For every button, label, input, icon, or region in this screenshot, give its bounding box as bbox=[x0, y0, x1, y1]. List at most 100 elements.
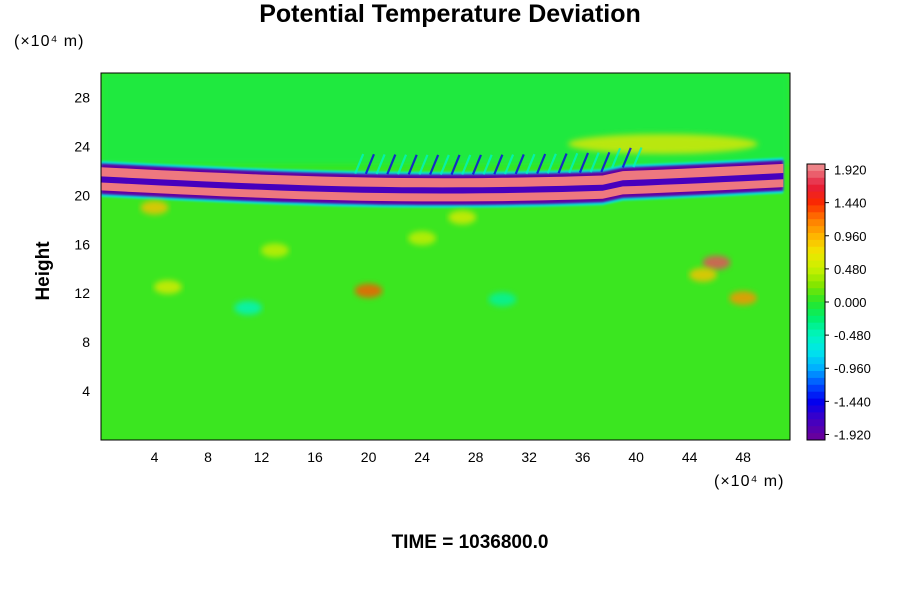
anomaly-patch bbox=[689, 267, 718, 282]
colorbar-step bbox=[807, 336, 825, 344]
colorbar-step bbox=[807, 419, 825, 427]
y-tick-label: 12 bbox=[74, 285, 90, 301]
colorbar-step bbox=[807, 198, 825, 206]
wave-streak bbox=[514, 153, 525, 175]
colorbar-step bbox=[807, 377, 825, 386]
x-tick-label: 48 bbox=[735, 449, 751, 465]
y-axis: 4 8 12 16 20 24 28 bbox=[74, 89, 90, 399]
colorbar-tick-label: 0.000 bbox=[834, 295, 867, 310]
colorbar-step bbox=[807, 322, 825, 331]
colorbar-step bbox=[807, 371, 825, 379]
anomaly-patch bbox=[354, 283, 383, 298]
colorbar-step bbox=[807, 274, 825, 282]
wave-streak bbox=[386, 154, 397, 175]
wave-streak bbox=[578, 152, 590, 173]
x-axis-unit: (×10⁴ m) bbox=[714, 473, 785, 490]
time-label: TIME = 1036800.0 bbox=[391, 532, 549, 553]
y-tick-label: 20 bbox=[74, 187, 90, 203]
wave-streak bbox=[611, 147, 622, 169]
wave-streak bbox=[375, 154, 386, 175]
wave-streak bbox=[589, 152, 600, 173]
colorbar-step bbox=[807, 205, 825, 213]
colorbar-step bbox=[807, 308, 825, 317]
band-inner-negative bbox=[101, 173, 784, 194]
plot-frame bbox=[100, 72, 791, 441]
colorbar-step bbox=[807, 219, 825, 227]
colorbar-step bbox=[807, 170, 825, 179]
x-tick-label: 28 bbox=[468, 449, 484, 465]
colorbar-step bbox=[807, 226, 825, 234]
wave-streak bbox=[471, 154, 482, 175]
x-tick-label: 32 bbox=[521, 449, 537, 465]
colorbar-tick-label: -0.960 bbox=[834, 361, 871, 376]
colorbar-step bbox=[807, 260, 825, 268]
wave-streak bbox=[621, 147, 632, 168]
colorbar-step bbox=[807, 398, 825, 406]
x-tick-label: 4 bbox=[151, 449, 159, 465]
wave-streak bbox=[450, 154, 461, 175]
y-tick-label: 16 bbox=[74, 236, 90, 252]
colorbar-tick-label: 1.440 bbox=[834, 196, 867, 211]
colorbar-step bbox=[807, 315, 825, 324]
colorbar-step bbox=[807, 433, 825, 441]
wave-streak bbox=[429, 154, 440, 175]
colorbar-step bbox=[807, 329, 825, 337]
colorbar-step bbox=[807, 253, 825, 262]
colorbar-step bbox=[807, 295, 825, 303]
y-tick-label: 8 bbox=[82, 334, 90, 350]
colorbar-step bbox=[807, 302, 825, 310]
colorbar-tick-label: -1.440 bbox=[834, 394, 871, 409]
wave-streak bbox=[364, 153, 375, 175]
colorbar-step bbox=[807, 246, 825, 255]
colorbar-step bbox=[807, 212, 825, 220]
colorbar-step bbox=[807, 405, 825, 413]
colorbar-tick-label: -1.920 bbox=[834, 427, 871, 442]
x-axis: 4 8 12 16 20 24 28 32 36 40 44 48 bbox=[151, 449, 752, 465]
wave-streak bbox=[461, 154, 472, 175]
colorbar-step bbox=[807, 239, 825, 248]
anomaly-patch bbox=[448, 210, 477, 225]
colorbar-tick-label: 0.480 bbox=[834, 262, 867, 277]
x-tick-label: 24 bbox=[414, 449, 430, 465]
x-tick-label: 44 bbox=[682, 449, 698, 465]
y-tick-label: 24 bbox=[74, 138, 90, 154]
y-axis-unit: (×10⁴ m) bbox=[14, 33, 85, 50]
wave-streak bbox=[568, 152, 579, 174]
colorbar-step bbox=[807, 357, 825, 365]
colorbar-step bbox=[807, 164, 825, 172]
wave-streak bbox=[525, 153, 536, 175]
wave-streak bbox=[396, 154, 408, 175]
colorbar-step bbox=[807, 177, 825, 186]
colorbar-step bbox=[807, 343, 825, 351]
chart-title: Potential Temperature Deviation bbox=[259, 0, 641, 28]
wave-streak bbox=[557, 153, 568, 174]
anomaly-patch bbox=[729, 291, 758, 306]
wave-streak bbox=[482, 154, 493, 175]
wave-streak bbox=[536, 153, 547, 175]
colorbar-step bbox=[807, 350, 825, 358]
wave-streak bbox=[493, 154, 504, 175]
colorbar-step bbox=[807, 233, 825, 241]
colorbar-tick-label: 0.960 bbox=[834, 229, 867, 244]
heatmap-field bbox=[101, 73, 790, 440]
x-tick-label: 40 bbox=[628, 449, 644, 465]
x-tick-label: 12 bbox=[254, 449, 270, 465]
wave-streak bbox=[418, 154, 429, 175]
wave-streak bbox=[632, 147, 643, 168]
band-positive-core bbox=[101, 163, 784, 202]
x-tick-label: 16 bbox=[307, 449, 323, 465]
colorbar-step bbox=[807, 288, 825, 296]
colorbar-step bbox=[807, 364, 825, 372]
colorbar-tick-label: 1.920 bbox=[834, 163, 867, 178]
anomaly-patch bbox=[153, 280, 182, 295]
colorbar-step bbox=[807, 191, 825, 199]
colorbar-step bbox=[807, 384, 825, 393]
anomaly-patch bbox=[488, 292, 517, 307]
colorbar-step bbox=[807, 267, 825, 275]
anomaly-patch bbox=[234, 300, 263, 315]
colorbar: 1.920 1.440 0.960 0.480 0.000 -0.480 -0.960 -1.… bbox=[806, 163, 871, 442]
wave-streak bbox=[439, 154, 450, 175]
colorbar-step bbox=[807, 426, 825, 434]
wave-streak bbox=[354, 153, 365, 175]
